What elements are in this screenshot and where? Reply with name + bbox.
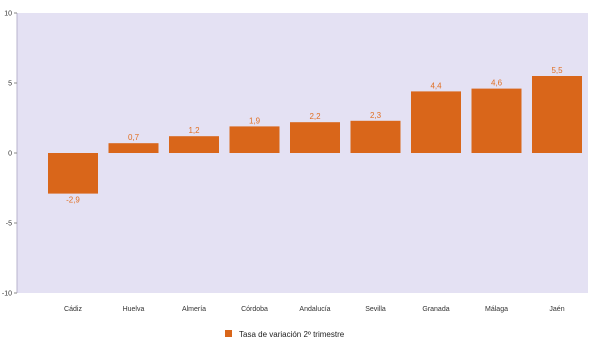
x-tick-label: Almería	[182, 306, 206, 313]
bar	[532, 76, 582, 153]
x-tick-label: Cádiz	[64, 306, 82, 313]
data-label: 5,5	[551, 66, 563, 75]
x-tick-label: Granada	[422, 306, 449, 313]
x-axis-labels: Cádiz Huelva Almería Córdoba Andalucía Sevill…	[64, 306, 565, 313]
y-tick-label: -10	[2, 291, 12, 298]
x-tick-label: Andalucía	[299, 306, 330, 313]
legend: Tasa de variación 2º trimestre	[225, 330, 345, 339]
bar	[411, 91, 461, 153]
data-label: 1,9	[249, 116, 261, 125]
y-tick-label: 10	[4, 11, 12, 18]
y-tick-label: -5	[6, 221, 12, 228]
x-tick-label: Córdoba	[241, 306, 268, 313]
bar	[290, 122, 340, 153]
data-label: 4,6	[491, 79, 503, 88]
bar	[169, 136, 219, 153]
x-tick-label: Sevilla	[365, 306, 386, 313]
bars	[48, 76, 582, 194]
y-tick-label: 5	[8, 81, 12, 88]
x-tick-label: Huelva	[123, 306, 145, 313]
data-labels: -2,9 0,7 1,2 1,9 2,2 2,3 4,4 4,6 5,5	[66, 66, 563, 205]
bar	[48, 153, 98, 194]
legend-swatch	[225, 330, 232, 337]
y-axis: -10 -5 0 5 10	[2, 11, 18, 298]
bar	[350, 120, 401, 153]
data-label: 2,2	[309, 112, 321, 121]
bar	[108, 143, 159, 153]
bar	[229, 126, 280, 153]
x-tick-label: Málaga	[485, 306, 508, 313]
y-tick-label: 0	[8, 151, 12, 158]
bar	[471, 88, 522, 153]
x-tick-label: Jaén	[549, 306, 564, 313]
data-label: -2,9	[66, 196, 80, 205]
data-label: 1,2	[188, 126, 200, 135]
data-label: 2,3	[370, 111, 382, 120]
legend-label: Tasa de variación 2º trimestre	[239, 330, 345, 339]
data-label: 0,7	[128, 133, 140, 142]
data-label: 4,4	[430, 81, 442, 90]
